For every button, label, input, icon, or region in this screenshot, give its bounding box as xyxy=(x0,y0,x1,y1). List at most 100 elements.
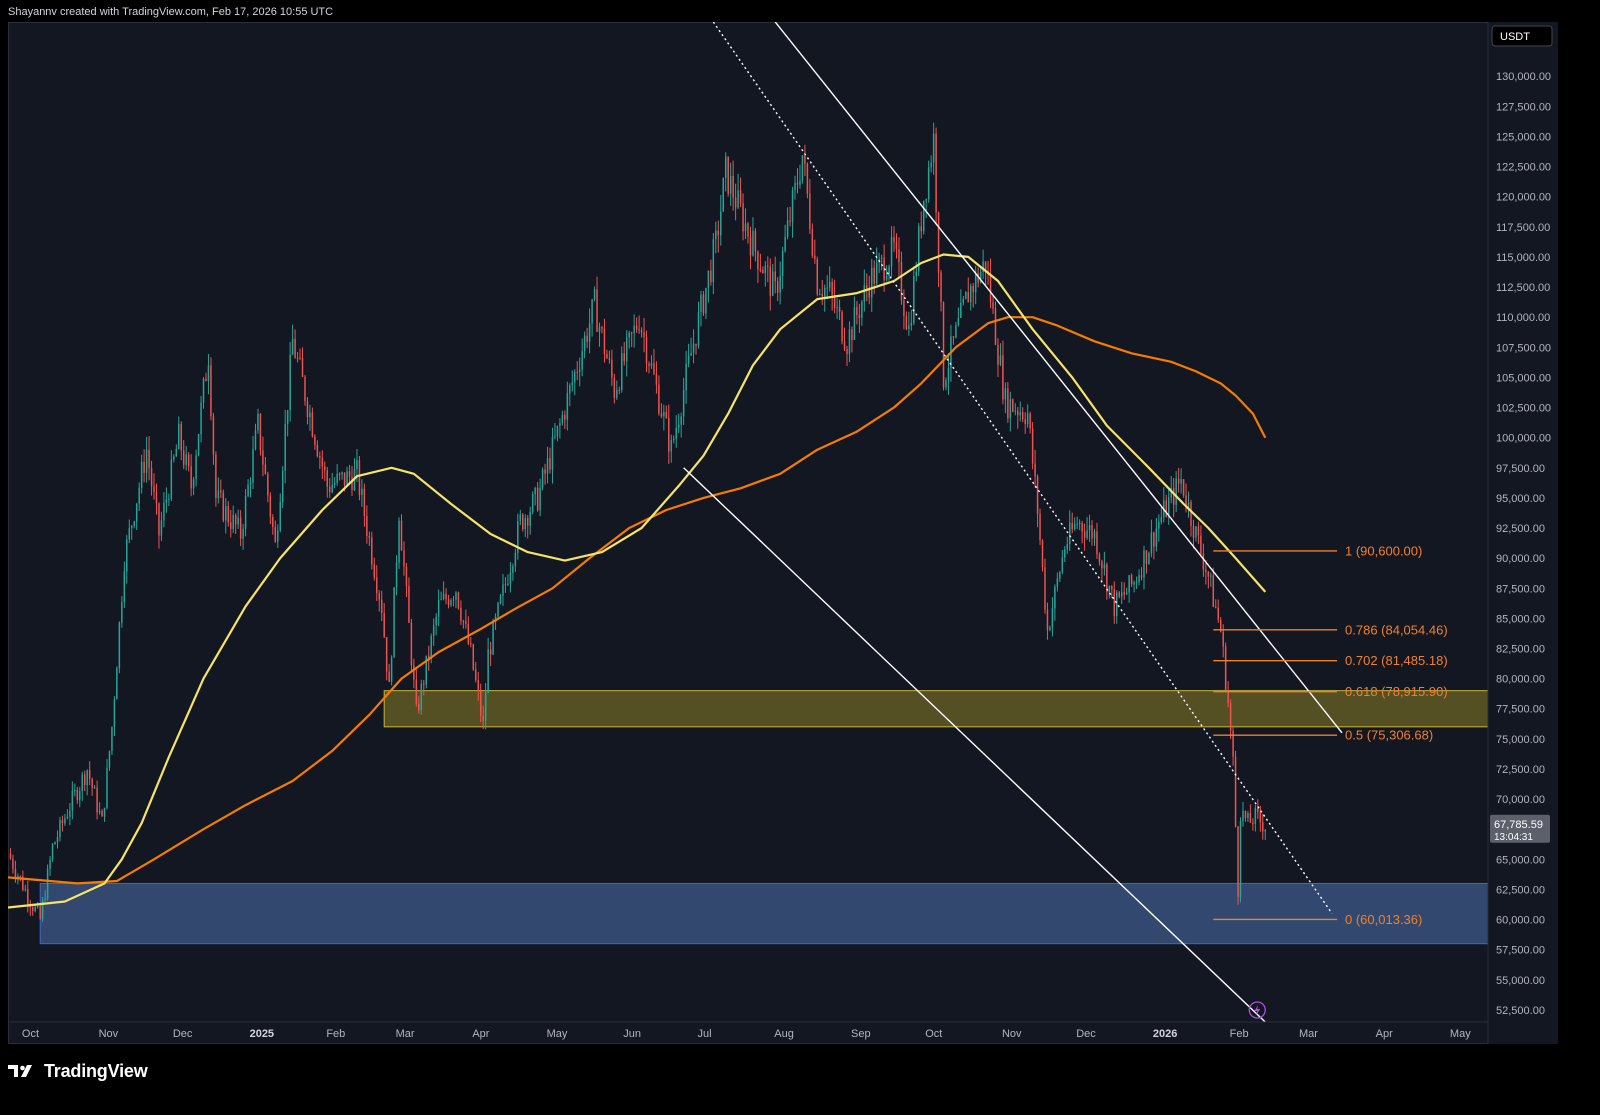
fast-moving-average-line[interactable] xyxy=(8,253,1267,909)
candle xyxy=(994,301,997,346)
fib-level-label: 0.786 (84,054.46) xyxy=(1345,622,1448,637)
candle xyxy=(299,348,301,361)
price-axis-tick-label: 70,000.00 xyxy=(1496,794,1545,806)
candle xyxy=(437,589,440,627)
price-axis-tick-label: 117,500.00 xyxy=(1496,222,1550,234)
price-axis-panel[interactable] xyxy=(1488,22,1558,1044)
candle xyxy=(289,341,291,422)
price-chart[interactable]: 1 (90,600.00) 0.786 (84,054.46) 0.702 (81,… xyxy=(8,22,1558,1044)
candle xyxy=(272,514,274,535)
candle xyxy=(539,478,541,517)
slow-moving-average-line[interactable] xyxy=(8,316,1267,885)
candle xyxy=(811,223,814,259)
candle xyxy=(274,520,277,543)
candle xyxy=(366,505,368,544)
candle xyxy=(252,435,254,489)
candle xyxy=(380,590,383,621)
candle xyxy=(893,226,895,252)
candle xyxy=(705,287,707,320)
candle xyxy=(1254,804,1257,832)
fib-level-label: 1 (90,600.00) xyxy=(1345,543,1422,558)
candle xyxy=(93,785,96,789)
channel-midline-dotted[interactable] xyxy=(712,22,1333,914)
price-axis-tick-label: 65,000.00 xyxy=(1496,854,1545,866)
candle xyxy=(848,321,851,363)
candle xyxy=(967,277,970,303)
candle xyxy=(111,726,113,755)
candle xyxy=(69,802,71,826)
candle xyxy=(737,173,739,210)
candle xyxy=(846,345,848,366)
candle xyxy=(1002,340,1004,405)
candle xyxy=(729,162,732,206)
candle xyxy=(769,258,772,311)
candle xyxy=(361,479,363,507)
candle xyxy=(477,672,479,701)
candle xyxy=(304,375,306,406)
candle xyxy=(591,298,593,337)
candle xyxy=(1083,523,1086,551)
candle xyxy=(1143,545,1145,590)
candle xyxy=(225,498,227,534)
axes-layer: 52,500.00 55,000.00 57,500.00 60,000.00 62,5… xyxy=(8,22,1558,1044)
candle xyxy=(1158,514,1160,542)
candle xyxy=(455,591,457,609)
candle xyxy=(974,265,977,305)
candle xyxy=(123,561,126,609)
candle xyxy=(98,802,101,815)
candle xyxy=(170,450,173,501)
candle xyxy=(202,377,205,409)
candle xyxy=(831,278,833,311)
candle xyxy=(764,261,767,287)
candle xyxy=(212,412,215,465)
candle xyxy=(373,557,376,581)
candle xyxy=(1150,519,1153,558)
candle xyxy=(410,618,413,672)
candle xyxy=(64,813,66,826)
candle xyxy=(1165,494,1168,518)
candle xyxy=(757,250,759,283)
time-axis-tick-label: May xyxy=(1450,1028,1471,1040)
candle xyxy=(363,483,366,527)
channel-upper-trendline[interactable] xyxy=(774,22,1343,734)
candle xyxy=(588,308,591,354)
candle xyxy=(311,407,314,438)
candle xyxy=(51,842,54,862)
price-axis-tick-label: 80,000.00 xyxy=(1496,674,1545,686)
candle xyxy=(185,446,187,471)
fib-level-label: 0.5 (75,306.68) xyxy=(1345,728,1433,743)
fib-level-label: 0 (60,013.36) xyxy=(1345,912,1422,927)
alert-lightning-icon[interactable] xyxy=(1248,1001,1266,1019)
candle xyxy=(673,435,675,444)
candle xyxy=(576,361,578,381)
candle xyxy=(744,208,747,240)
candle xyxy=(871,258,873,313)
candle xyxy=(465,609,467,629)
lower-demand-zone[interactable] xyxy=(39,882,1489,945)
candle xyxy=(668,404,670,465)
candle xyxy=(86,769,88,796)
candle xyxy=(1130,573,1133,588)
candle xyxy=(722,177,724,212)
candle xyxy=(200,395,202,443)
candle xyxy=(420,679,423,715)
price-axis-tick-label: 77,500.00 xyxy=(1496,704,1545,716)
candle xyxy=(232,505,234,533)
candle xyxy=(385,636,388,681)
price-axis-tick-label: 112,500.00 xyxy=(1496,282,1550,294)
candle xyxy=(979,267,982,284)
time-axis-tick-label: Nov xyxy=(99,1028,119,1040)
channel-lower-trendline[interactable] xyxy=(683,467,1266,1023)
candle xyxy=(1242,802,1244,827)
price-axis-tick-label: 107,500.00 xyxy=(1496,342,1551,354)
price-axis-tick-label: 110,000.00 xyxy=(1496,312,1550,324)
candle xyxy=(1205,560,1207,585)
candle xyxy=(1249,804,1252,823)
currency-badge[interactable]: USDT xyxy=(1491,25,1553,47)
candle xyxy=(153,473,155,500)
candle xyxy=(524,514,526,538)
candle xyxy=(1036,474,1039,528)
candle xyxy=(482,705,484,729)
candle xyxy=(989,258,992,309)
candle xyxy=(160,511,163,541)
